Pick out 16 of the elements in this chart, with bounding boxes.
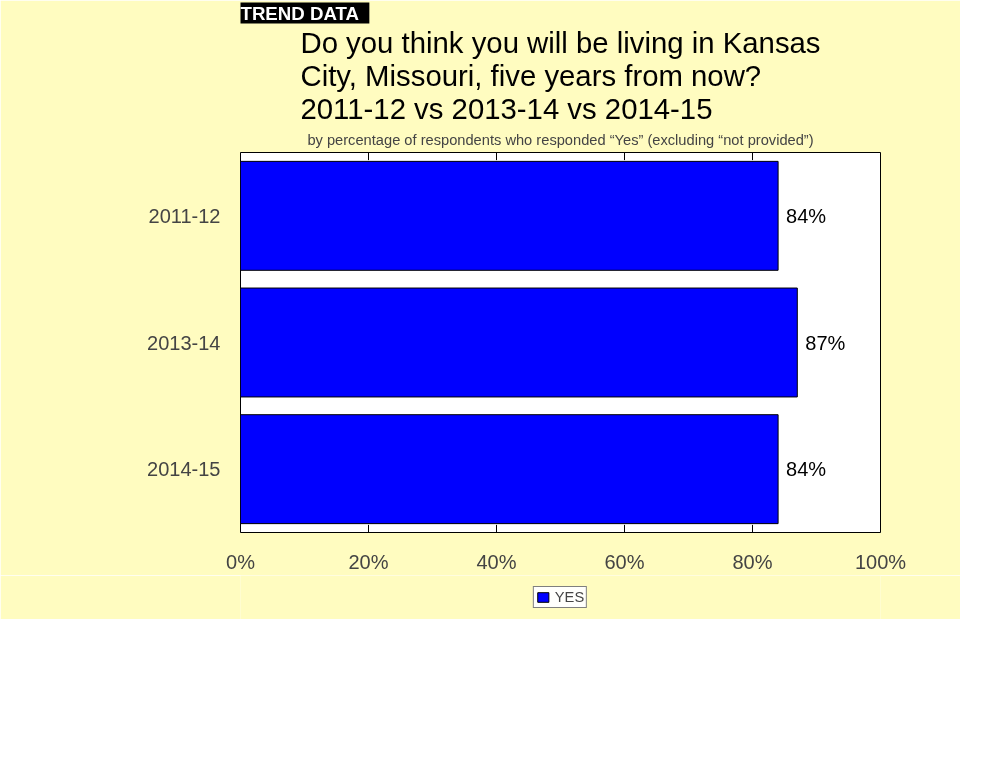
x-tick-label: 40% bbox=[476, 550, 517, 573]
x-tick-label: 0% bbox=[226, 550, 256, 573]
data-label: 84% bbox=[786, 458, 827, 481]
y-tick-label: 2014-15 bbox=[147, 458, 221, 481]
y-tick-label: 2013-14 bbox=[147, 331, 221, 354]
x-tick-label: 80% bbox=[732, 550, 773, 573]
text: TREND DATA bbox=[240, 2, 359, 24]
chart-subtitle: by percentage of respondents who responded “Yes” (excluding “not provided”) bbox=[307, 131, 814, 148]
data-label: 87% bbox=[805, 331, 846, 354]
x-tick-label: 100% bbox=[854, 550, 907, 573]
chart-title: Do you think you will be living in Kansas City, Missouri, five years from now? 2011-12 vs 2013-14 vs 2014-15 bbox=[300, 25, 821, 125]
y-tick-label: 2011-12 bbox=[148, 204, 221, 227]
x-tick-label: 20% bbox=[348, 550, 389, 573]
data-label: 84% bbox=[786, 204, 827, 227]
x-tick-label: 60% bbox=[604, 550, 645, 573]
legend-label: YES bbox=[554, 589, 585, 605]
